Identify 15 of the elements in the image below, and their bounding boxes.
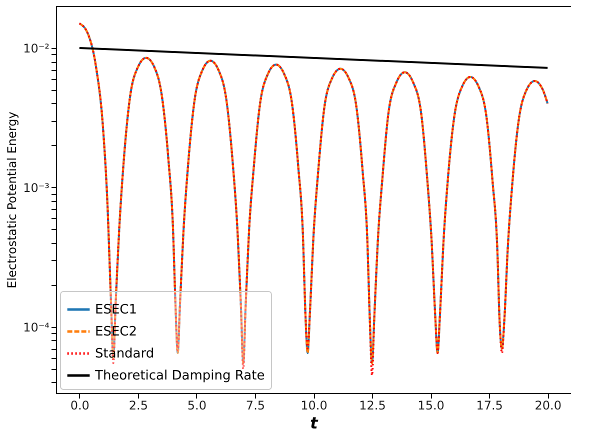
y-tick-label: 10⁻² (23, 41, 50, 56)
y-tick-label: 10⁻³ (23, 180, 50, 195)
x-tick-label: 0.0 (70, 398, 90, 412)
x-tick-label: 7.5 (246, 398, 266, 412)
x-axis-title: t (310, 414, 320, 432)
x-tick-label: 17.5 (476, 398, 503, 412)
x-tick-label: 10.0 (300, 398, 328, 412)
x-tick-label: 20.0 (534, 398, 562, 412)
y-tick-label: 10⁻⁴ (23, 320, 50, 334)
x-tick-label: 15.0 (418, 398, 444, 412)
y-axis-title: Electrostatic Potential Energy (5, 112, 20, 288)
x-tick-label: 12.5 (359, 398, 386, 412)
x-tick-label: 5.0 (187, 398, 206, 412)
x-tick-label: 2.5 (128, 398, 148, 412)
legend-label: Theoretical Damping Rate (94, 368, 265, 384)
